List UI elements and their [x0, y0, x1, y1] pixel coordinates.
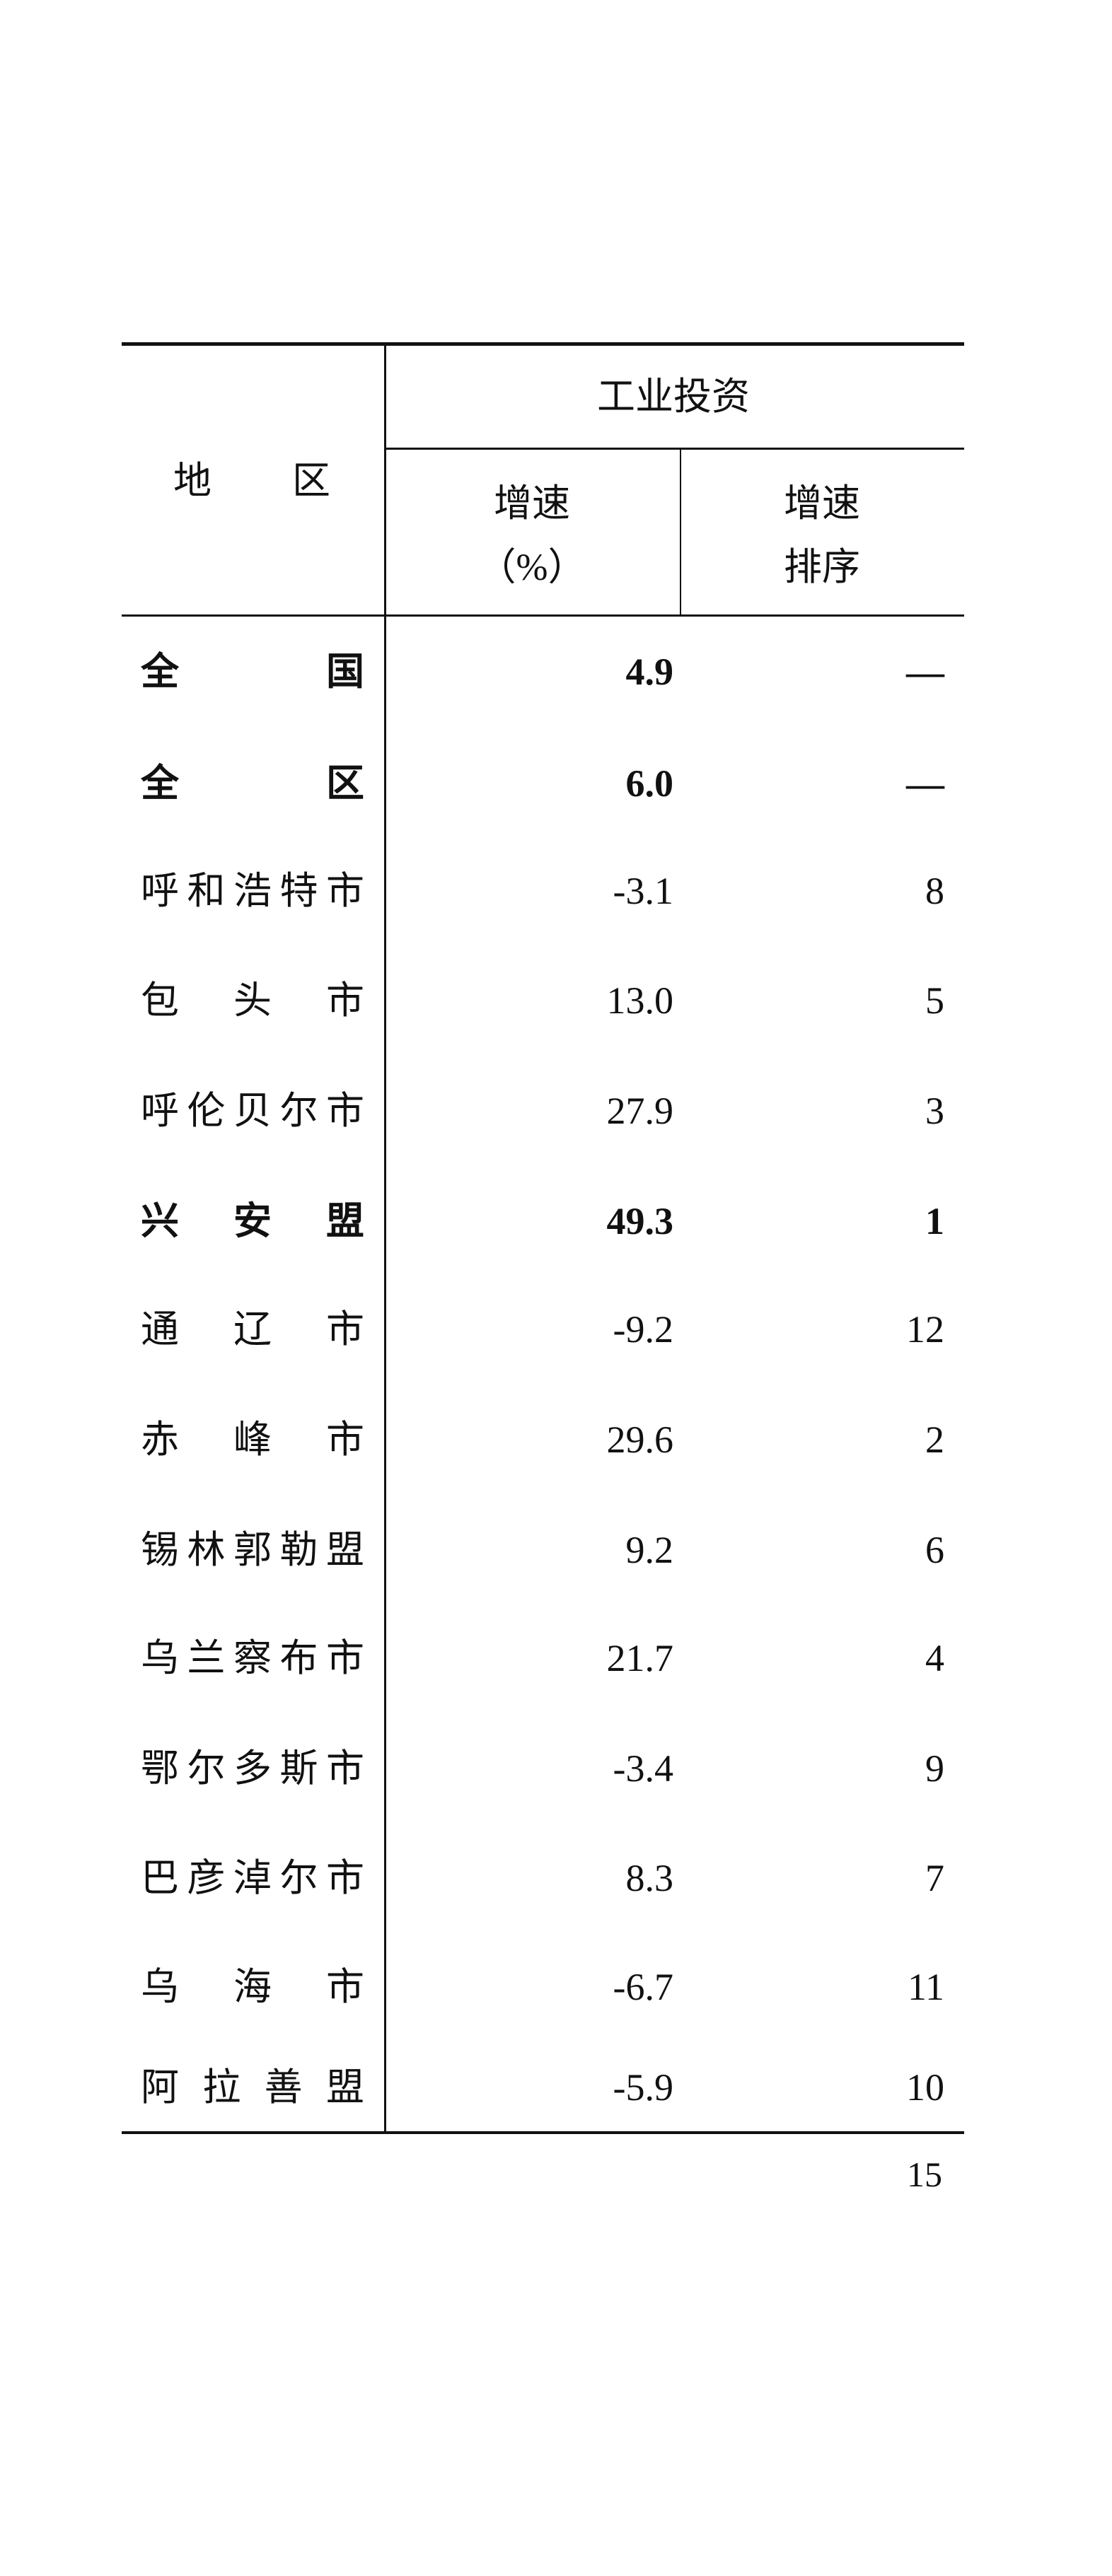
region-column-divider — [384, 344, 386, 2133]
region-name: 兴安盟 — [141, 1200, 364, 1242]
rank-value: 8 — [925, 870, 944, 912]
rank-value: 11 — [908, 1966, 944, 2008]
page-number: 15 — [907, 2155, 942, 2194]
growth-value: 9.2 — [625, 1529, 674, 1571]
header-bottom-rule — [122, 614, 964, 617]
header-rank-line1: 增速 — [784, 482, 860, 525]
growth-value: 4.9 — [625, 651, 674, 693]
rank-value: 3 — [925, 1090, 944, 1132]
header-region-char-2: 区 — [292, 460, 330, 502]
growth-value: 29.6 — [606, 1418, 674, 1461]
growth-value: 8.3 — [625, 1857, 674, 1899]
region-name: 赤峰市 — [141, 1418, 364, 1461]
region-name: 乌海市 — [141, 1966, 364, 2008]
rank-value: 1 — [925, 1200, 944, 1242]
rank-value: 10 — [906, 2066, 944, 2109]
region-name: 呼伦贝尔市 — [141, 1090, 364, 1132]
header-growth-line2: （%） — [477, 546, 586, 588]
region-name: 鄂尔多斯市 — [141, 1747, 364, 1790]
growth-value: -3.1 — [613, 870, 673, 912]
growth-value: 21.7 — [606, 1637, 674, 1679]
rank-value: 7 — [925, 1857, 944, 1899]
rank-value: 5 — [925, 979, 944, 1022]
growth-value: 13.0 — [606, 979, 674, 1022]
region-name: 包头市 — [141, 979, 364, 1022]
header-growth-line1: 增速 — [494, 482, 570, 525]
group-header-rule — [384, 448, 964, 450]
growth-value: 6.0 — [625, 762, 674, 805]
region-name: 巴彦淖尔市 — [141, 1857, 364, 1899]
table-bottom-rule — [122, 2131, 964, 2134]
table-top-rule — [122, 342, 964, 346]
growth-value: -9.2 — [613, 1308, 673, 1351]
rank-value: — — [906, 651, 944, 693]
growth-value: -3.4 — [613, 1747, 673, 1790]
growth-value: 49.3 — [606, 1200, 674, 1242]
region-name: 呼和浩特市 — [141, 870, 364, 912]
rank-value: 4 — [925, 1637, 944, 1679]
region-name: 锡林郭勒盟 — [141, 1529, 364, 1571]
subcolumn-divider — [680, 448, 681, 616]
header-industrial-investment: 工业投资 — [597, 375, 750, 418]
rank-value: 12 — [906, 1308, 944, 1351]
header-region-char-1: 地 — [173, 460, 212, 502]
rank-value: 6 — [925, 1529, 944, 1571]
region-name: 乌兰察布市 — [141, 1637, 364, 1679]
growth-value: -5.9 — [613, 2066, 673, 2109]
growth-value: -6.7 — [613, 1966, 673, 2008]
header-rank-line2: 排序 — [784, 546, 860, 588]
region-name: 全区 — [141, 762, 364, 805]
region-name: 阿拉善盟 — [141, 2066, 364, 2109]
rank-value: 2 — [925, 1418, 944, 1461]
region-name: 通辽市 — [141, 1308, 364, 1351]
rank-value: — — [906, 762, 944, 805]
growth-value: 27.9 — [606, 1090, 674, 1132]
region-name: 全国 — [141, 651, 364, 693]
rank-value: 9 — [925, 1747, 944, 1790]
